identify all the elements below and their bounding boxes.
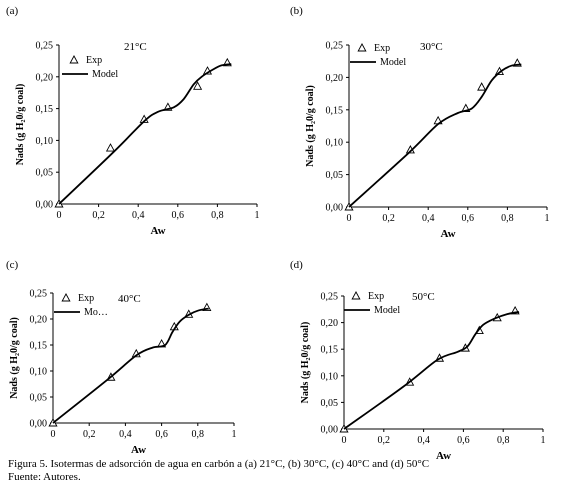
x-tick-label: 0,6 <box>462 213 475 224</box>
y-tick-label: 0,05 <box>30 393 48 404</box>
y-axis-label: Nads (g H₂0/g coal) <box>9 317 20 399</box>
legend-exp-label: Exp <box>374 43 390 54</box>
x-tick-label: 0,2 <box>382 213 395 224</box>
exp-data-point <box>105 143 116 152</box>
x-axis-label: Aw <box>436 450 451 462</box>
chart-panel-1: (a) 0,00 0,05 0,10 0,15 0,20 0,25 0 0,2 0,4 0,6 0,8… <box>6 5 260 237</box>
panel-label: (c) <box>6 259 19 271</box>
x-tick-label: 0,6 <box>155 429 168 440</box>
legend: Exp Model <box>344 291 400 316</box>
y-tick-label: 0,25 <box>321 292 339 303</box>
x-tick-label: 1 <box>255 210 260 221</box>
panel-label: (d) <box>290 259 303 271</box>
chart-panel-2: (b) 0,00 0,05 0,10 0,15 0,20 0,25 0 0,2 0,4 0,6 0,8… <box>290 5 550 240</box>
temperature-label: 40°C <box>118 293 141 305</box>
x-axis-label: Aw <box>150 225 165 237</box>
x-tick-label: 0,4 <box>417 435 430 446</box>
x-tick-label: 1 <box>232 429 237 440</box>
legend-exp-marker <box>61 293 71 302</box>
y-tick-label: 0,05 <box>36 168 54 179</box>
panel-label: (b) <box>290 5 303 17</box>
panel-label: (a) <box>6 5 19 17</box>
y-tick-label: 0,05 <box>326 170 344 181</box>
x-tick-label: 0 <box>51 429 56 440</box>
x-tick-label: 0,4 <box>119 429 132 440</box>
x-axis-label: Aw <box>131 444 146 456</box>
y-tick-label: 0,00 <box>321 425 339 436</box>
x-tick-label: 0,8 <box>497 435 510 446</box>
y-tick-label: 0,15 <box>326 105 344 116</box>
y-tick-label: 0,25 <box>30 289 48 300</box>
y-tick-label: 0,00 <box>30 419 48 430</box>
x-axis-label: Aw <box>440 228 455 240</box>
y-tick-label: 0,20 <box>321 318 339 329</box>
legend: Exp Mo… <box>54 293 108 318</box>
x-tick-label: 0,8 <box>211 210 224 221</box>
y-tick-label: 0,25 <box>326 41 344 52</box>
legend-model-label: Model <box>380 57 406 68</box>
y-axis-label: Nads (g H₂0/g coal) <box>305 85 316 167</box>
legend-model-label: Model <box>92 69 118 80</box>
exp-data-point <box>477 82 487 91</box>
temperature-label: 21°C <box>124 41 147 53</box>
y-tick-label: 0,15 <box>321 345 339 356</box>
y-tick-label: 0,20 <box>326 73 344 84</box>
figure-caption-block: Figura 5. Isotermas de adsorción de agua… <box>8 458 429 484</box>
figure-source: Fuente: Autores. <box>8 471 81 483</box>
x-tick-label: 0,6 <box>457 435 470 446</box>
legend: Exp Model <box>350 43 406 68</box>
legend-model-label: Mo… <box>84 307 108 318</box>
chart-panel-4: (d) 0,00 0,05 0,10 0,15 0,20 0,25 0 0,2 0,4 0,6 0,8… <box>290 259 546 462</box>
y-tick-label: 0,00 <box>36 200 54 211</box>
x-tick-label: 1 <box>545 213 550 224</box>
temperature-label: 30°C <box>420 41 443 53</box>
legend-exp-label: Exp <box>368 291 384 302</box>
legend-exp-marker <box>357 43 367 52</box>
y-axis-label: Nads (g H₂0/g coal) <box>15 84 26 166</box>
legend: Exp Model <box>62 55 118 80</box>
y-tick-label: 0,20 <box>30 315 48 326</box>
x-tick-label: 0,2 <box>83 429 96 440</box>
x-tick-label: 0,2 <box>92 210 105 221</box>
legend-model-label: Model <box>374 305 400 316</box>
x-tick-label: 1 <box>541 435 546 446</box>
x-tick-label: 0,6 <box>172 210 185 221</box>
x-tick-label: 0,4 <box>422 213 435 224</box>
y-tick-label: 0,10 <box>326 138 344 149</box>
x-tick-label: 0,4 <box>132 210 145 221</box>
y-tick-label: 0,05 <box>321 398 339 409</box>
legend-exp-label: Exp <box>86 55 102 66</box>
figure-caption: Figura 5. Isotermas de adsorción de agua… <box>8 458 430 470</box>
y-tick-label: 0,15 <box>36 104 54 115</box>
y-tick-label: 0,15 <box>30 341 48 352</box>
y-axis-label: Nads (g H₂0/g coal) <box>300 322 311 404</box>
y-tick-label: 0,00 <box>326 203 344 214</box>
y-tick-label: 0,20 <box>36 72 54 83</box>
chart-panel-3: (c) 0,00 0,05 0,10 0,15 0,20 0,25 0 0,2 0,4 0,6 0,8… <box>6 259 237 456</box>
x-tick-label: 0 <box>57 210 62 221</box>
legend-exp-marker <box>351 291 361 300</box>
exp-data-point <box>193 81 203 90</box>
x-tick-label: 0,8 <box>501 213 514 224</box>
legend-exp-label: Exp <box>78 293 94 304</box>
x-tick-label: 0,2 <box>378 435 391 446</box>
y-tick-label: 0,10 <box>321 371 339 382</box>
y-tick-label: 0,25 <box>36 41 54 52</box>
temperature-label: 50°C <box>412 291 435 303</box>
model-series-line <box>348 63 522 208</box>
x-tick-label: 0,8 <box>192 429 205 440</box>
y-tick-label: 0,10 <box>30 367 48 378</box>
model-series-line <box>343 311 520 430</box>
x-tick-label: 0 <box>347 213 352 224</box>
model-series-line <box>58 63 232 205</box>
y-tick-label: 0,10 <box>36 136 54 147</box>
x-tick-label: 0 <box>342 435 347 446</box>
model-series-line <box>52 307 209 424</box>
legend-exp-marker <box>69 55 79 64</box>
